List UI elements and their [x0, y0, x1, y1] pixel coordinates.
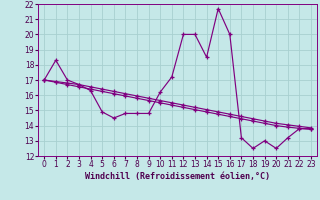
X-axis label: Windchill (Refroidissement éolien,°C): Windchill (Refroidissement éolien,°C)	[85, 172, 270, 181]
